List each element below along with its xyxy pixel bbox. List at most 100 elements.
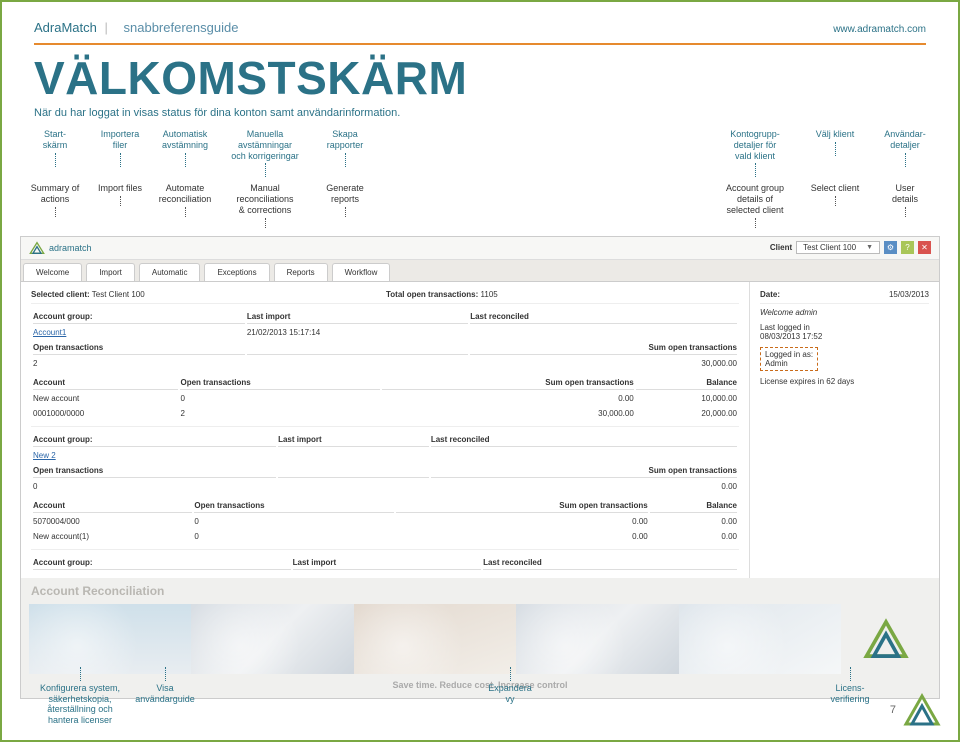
last-recon-2: Last reconciled [431,433,737,447]
group1-name[interactable]: Account1 [33,326,245,339]
client-dropdown[interactable]: Test Client 100 ▼ [796,241,880,254]
tab-welcome[interactable]: Welcome [23,263,82,281]
last-import-label: Last import [247,310,468,324]
anno2-user: User details [870,183,940,229]
group3-header: Account group:Last importLast reconciled [31,554,739,572]
app-logo: adramatch [29,241,92,255]
config-icon[interactable]: ⚙ [884,241,897,254]
tab-workflow[interactable]: Workflow [332,263,391,281]
anno-group: Kontogrupp- detaljer för vald klient [710,129,800,179]
loggedas-value: Admin [765,359,813,368]
brand-name: AdraMatch [34,20,97,35]
annotation-row-black: Summary of actions Import files Automate… [2,183,958,229]
license-text: License expires in 62 days [760,377,929,386]
last-recon-3: Last reconciled [483,556,737,570]
guide-label: snabbreferensguide [124,20,239,35]
bottom-expand: Expandera vy [470,667,550,726]
client-label: Client [770,243,792,252]
recon-title: Account Reconciliation [21,578,939,600]
app-screenshot: adramatch Client Test Client 100 ▼ ⚙ ? ✕… [20,236,940,699]
annotation-row-blue: Start- skärm Importera filer Automatisk … [2,129,958,179]
anno-start: Start- skärm [20,129,90,179]
promo-image-3 [354,604,516,674]
brand-block: AdraMatch | snabbreferensguide [34,20,238,35]
anno-reports: Skapa rapporter [310,129,380,179]
date-label: Date: [760,290,780,299]
g1a1-bal: 10,000.00 [636,392,737,405]
anno2-auto: Automate reconciliation [150,183,220,229]
total-open-value: 1105 [481,290,498,299]
lastlog-value: 08/03/2013 17:52 [760,332,929,341]
group1-open: 2 [33,357,245,370]
app-content: Selected client: Test Client 100 Total o… [21,282,939,578]
anno-import: Importera filer [90,129,150,179]
anno-select: Välj klient [800,129,870,179]
anno-manual: Manuella avstämningar och korrigeringar [220,129,310,179]
group-label: Account group: [33,310,245,324]
open-trans-2: Open transactions [33,464,276,478]
bottom-license: Licens- verifiering [810,667,890,726]
page-badge: 7 [890,692,942,728]
tab-automatic[interactable]: Automatic [139,263,201,281]
group2-table: Account group:Last importLast reconciled… [31,431,739,495]
g2a1-sum: 0.00 [396,515,648,528]
anno2-manual: Manual reconciliations & corrections [220,183,310,229]
anno-auto: Automatisk avstämning [150,129,220,179]
group-label-3: Account group: [33,556,291,570]
g2a2-bal: 0.00 [650,530,737,543]
group2-sum: 0.00 [431,480,737,493]
image-strip [29,604,931,674]
group1-accounts: AccountOpen transactionsSum open transac… [31,374,739,422]
total-open-label: Total open transactions: [386,290,478,299]
brand-sep: | [105,20,108,35]
last-reconciled-label: Last reconciled [470,310,737,324]
close-icon[interactable]: ✕ [918,241,931,254]
main-column: Selected client: Test Client 100 Total o… [21,282,749,578]
orange-divider [34,43,926,45]
brand-url: www.adramatch.com [833,24,926,35]
app-tabs: Welcome Import Automatic Exceptions Repo… [21,260,939,282]
balance-col: Balance [636,376,737,390]
promo-image-5 [679,604,841,674]
client-selector: Client Test Client 100 ▼ ⚙ ? ✕ [770,241,931,254]
anno-user: Användar- detaljer [870,129,940,179]
tab-reports[interactable]: Reports [274,263,328,281]
promo-image-1 [29,604,191,674]
last-import-3: Last import [293,556,481,570]
g1a2-bal: 20,000.00 [636,407,737,420]
corner-logo-icon [902,692,942,728]
bottom-annotations: Konfigurera system, säkerhetskopia, åter… [20,667,940,726]
client-value: Test Client 100 [803,243,856,252]
group-label-2: Account group: [33,433,276,447]
tab-import[interactable]: Import [86,263,135,281]
group2-open: 0 [33,480,276,493]
g2a2-name: New account(1) [33,530,192,543]
selected-client-label: Selected client: [31,290,90,299]
date-value: 15/03/2013 [889,290,929,299]
page-header: AdraMatch | snabbreferensguide www.adram… [2,2,958,43]
welcome-user: Welcome admin [760,308,929,317]
g1a2-open: 2 [180,407,380,420]
promo-image-2 [191,604,353,674]
account-col: Account [33,376,178,390]
loggedas-label: Logged in as: [765,350,813,359]
logo-icon [29,241,45,255]
g1a1-sum: 0.00 [382,392,634,405]
g2a1-bal: 0.00 [650,515,737,528]
open-col-2: Open transactions [194,499,394,513]
anno2-reports: Generate reports [310,183,380,229]
logo-text: adramatch [49,243,92,253]
page-number: 7 [890,704,896,716]
group1-table: Account group:Last importLast reconciled… [31,308,739,372]
help-icon[interactable]: ? [901,241,914,254]
group1-sum: 30,000.00 [470,357,737,370]
g2a2-open: 0 [194,530,394,543]
anno2-summary: Summary of actions [20,183,90,229]
tab-exceptions[interactable]: Exceptions [204,263,269,281]
loggedas-box: Logged in as: Admin [760,347,818,371]
sum-col: Sum open transactions [382,376,634,390]
g2a2-sum: 0.00 [396,530,648,543]
g1a1-name: New account [33,392,178,405]
group2-accounts: AccountOpen transactionsSum open transac… [31,497,739,545]
group2-name[interactable]: New 2 [33,449,276,462]
